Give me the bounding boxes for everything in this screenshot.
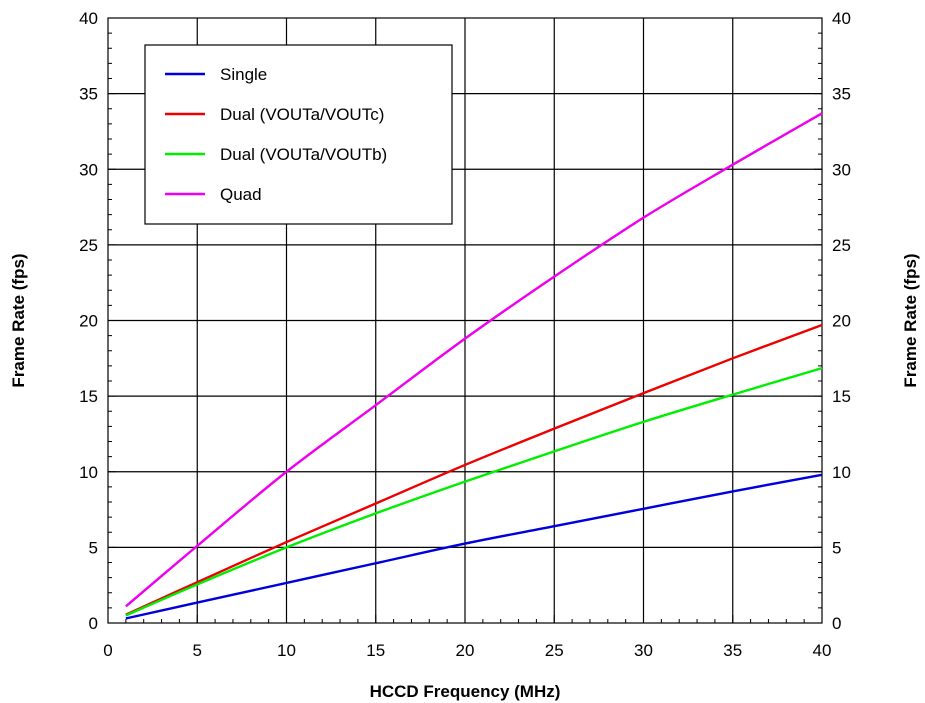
legend-items: Single Dual (VOUTa/VOUTc) Dual (VOUTa/VOUT… (165, 65, 387, 204)
x-tick-label: 25 (545, 641, 564, 660)
series-line-2 (125, 366, 823, 617)
y-tick-label-right: 30 (832, 160, 851, 179)
x-tick-label: 15 (366, 641, 385, 660)
series-line-0 (125, 473, 823, 620)
y-axis-title-left: Frame Rate (fps) (9, 253, 28, 387)
y-tick-label-right: 15 (832, 387, 851, 406)
y-axis-title-right: Frame Rate (fps) (901, 253, 920, 387)
legend-label-0: Single (220, 65, 267, 84)
y-tick-label-right: 5 (832, 538, 841, 557)
legend-label-1: Dual (VOUTa/VOUTc) (220, 105, 384, 124)
y-tick-label-right: 20 (832, 312, 851, 331)
x-tick-label: 0 (103, 641, 112, 660)
y-tick-label-left: 15 (79, 387, 98, 406)
x-tick-label: 30 (634, 641, 653, 660)
y-tick-label-left: 5 (89, 538, 98, 557)
plot-frame (107, 17, 823, 624)
y-tick-label-left: 20 (79, 312, 98, 331)
x-tick-label: 20 (456, 641, 475, 660)
y-tick-label-right: 25 (832, 236, 851, 255)
legend-label-3: Quad (220, 185, 262, 204)
y-tick-label-left: 30 (79, 160, 98, 179)
y-tick-label-left: 25 (79, 236, 98, 255)
x-axis-title: HCCD Frequency (MHz) (370, 682, 561, 701)
x-tick-label: 40 (813, 641, 832, 660)
series-line-3 (125, 112, 823, 608)
y-tick-label-right: 10 (832, 463, 851, 482)
y-tick-label-right: 35 (832, 85, 851, 104)
legend: Single Dual (VOUTa/VOUTc) Dual (VOUTa/VOUT… (144, 44, 453, 225)
legend-box (144, 44, 453, 225)
x-tick-label: 10 (277, 641, 296, 660)
y-tick-label-right: 40 (832, 9, 851, 28)
minor-ticks (107, 17, 823, 624)
x-tick-label: 35 (723, 641, 742, 660)
series-line-1 (125, 323, 823, 616)
x-tick-label: 5 (193, 641, 202, 660)
series-lines (125, 112, 823, 620)
y-tick-label-left: 40 (79, 9, 98, 28)
y-tick-label-right: 0 (832, 614, 841, 633)
legend-label-2: Dual (VOUTa/VOUTb) (220, 145, 387, 164)
grid-lines (108, 18, 822, 623)
y-tick-label-left: 10 (79, 463, 98, 482)
y-tick-label-left: 0 (89, 614, 98, 633)
y-tick-label-left: 35 (79, 85, 98, 104)
